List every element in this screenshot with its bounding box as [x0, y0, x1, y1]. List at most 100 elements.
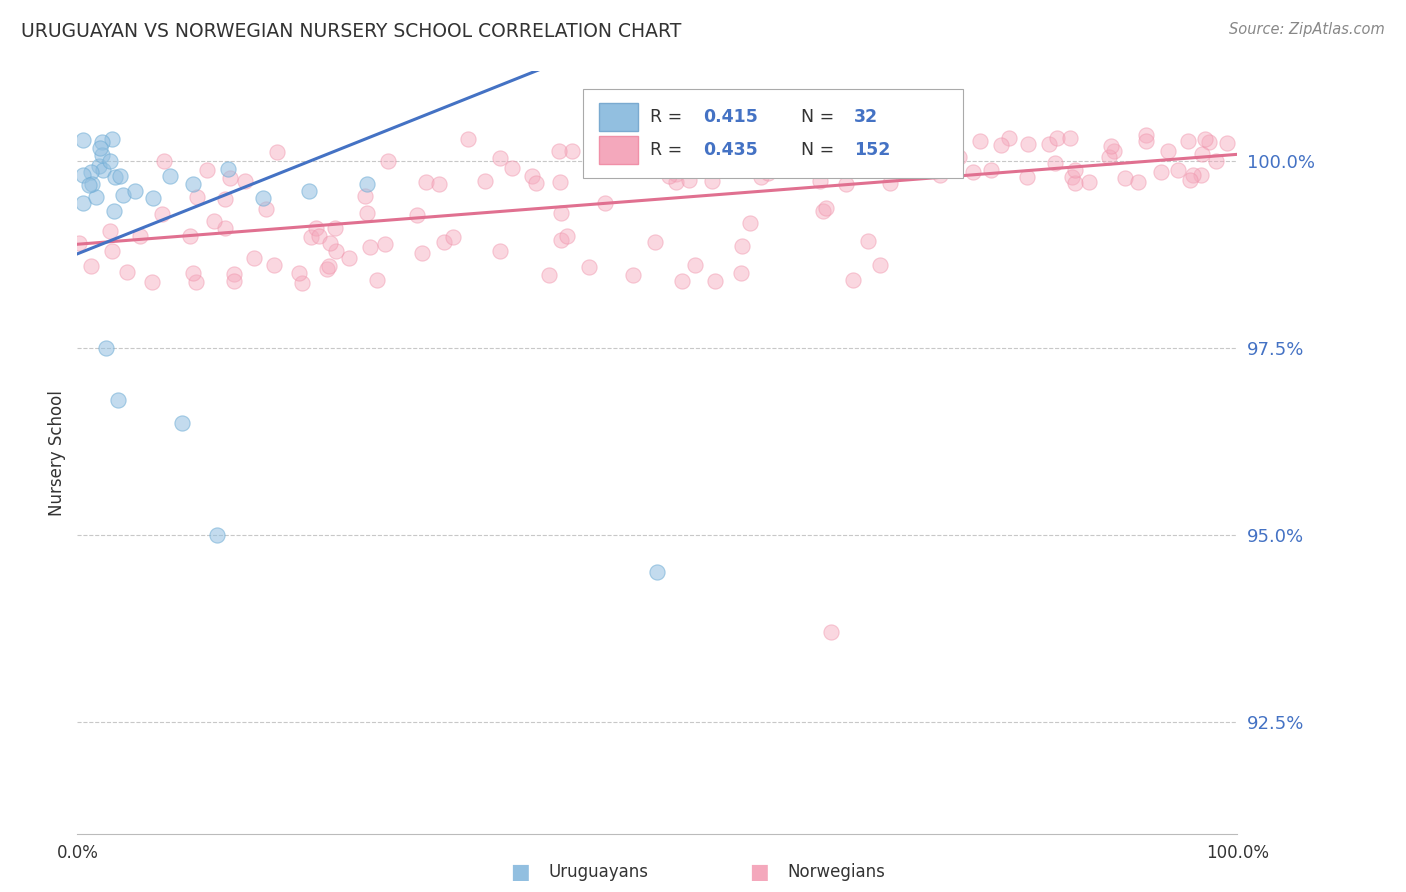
Point [100, 132, 122, 146]
Point [749, 170, 772, 185]
Point [793, 149, 815, 163]
Point [103, 204, 125, 219]
Point [141, 275, 163, 289]
Point [305, 221, 328, 235]
Point [548, 175, 571, 189]
Text: 152: 152 [855, 141, 890, 159]
Point [82, 177, 104, 191]
Point [298, 184, 321, 198]
Point [685, 258, 707, 272]
Point [474, 174, 496, 188]
Point [1099, 139, 1122, 153]
Point [778, 143, 800, 157]
Text: Uruguayans: Uruguayans [548, 863, 648, 881]
Point [186, 190, 208, 204]
Point [1126, 175, 1149, 189]
Point [1181, 169, 1204, 183]
Point [808, 174, 831, 188]
Point [128, 228, 150, 243]
Point [222, 267, 245, 281]
Point [929, 168, 952, 182]
Point [520, 169, 543, 183]
Point [714, 147, 737, 161]
Point [1198, 136, 1220, 150]
Point [838, 138, 860, 153]
Text: URUGUAYAN VS NORWEGIAN NURSERY SCHOOL CORRELATION CHART: URUGUAYAN VS NORWEGIAN NURSERY SCHOOL CO… [21, 22, 682, 41]
Point [789, 148, 811, 162]
Point [150, 207, 173, 221]
Point [879, 176, 901, 190]
Text: R =: R = [650, 141, 688, 159]
Point [1064, 176, 1087, 190]
Point [1177, 134, 1199, 148]
Point [319, 236, 342, 251]
Point [107, 393, 129, 408]
Point [214, 221, 236, 235]
Text: ■: ■ [749, 863, 769, 882]
Point [104, 169, 127, 184]
Point [962, 165, 984, 179]
Point [526, 176, 548, 190]
Point [1191, 147, 1213, 161]
Point [842, 273, 865, 287]
Point [98, 224, 121, 238]
Point [1059, 131, 1081, 145]
Point [427, 178, 450, 192]
Point [658, 169, 681, 184]
Point [869, 259, 891, 273]
Point [1015, 170, 1038, 185]
Point [184, 275, 207, 289]
Point [432, 235, 454, 249]
Point [441, 230, 464, 244]
Point [233, 174, 256, 188]
FancyBboxPatch shape [599, 103, 638, 130]
Text: 32: 32 [855, 108, 879, 126]
Point [1077, 175, 1099, 189]
Point [93, 163, 115, 178]
Point [731, 239, 754, 253]
Point [354, 189, 377, 203]
Point [834, 177, 856, 191]
Point [1194, 132, 1216, 146]
Point [243, 252, 266, 266]
Point [839, 129, 862, 144]
Point [644, 235, 666, 249]
Point [100, 244, 122, 258]
Point [181, 266, 204, 280]
Point [548, 144, 571, 158]
Point [599, 155, 621, 169]
Point [87, 159, 110, 173]
Point [318, 259, 340, 273]
Point [623, 268, 645, 282]
Point [550, 233, 572, 247]
Point [170, 416, 193, 430]
Point [457, 132, 479, 146]
Point [323, 221, 346, 235]
Point [197, 162, 219, 177]
Point [117, 265, 139, 279]
Point [948, 150, 970, 164]
Point [738, 216, 761, 230]
Point [550, 206, 572, 220]
Point [299, 230, 322, 244]
Point [605, 142, 627, 156]
Point [1205, 154, 1227, 169]
Point [159, 169, 181, 183]
Point [366, 273, 388, 287]
Point [359, 240, 381, 254]
Point [665, 154, 688, 169]
Point [80, 259, 103, 273]
Point [89, 141, 111, 155]
Point [111, 188, 134, 202]
Text: 0.435: 0.435 [703, 141, 758, 159]
Point [72, 168, 94, 182]
Point [1043, 155, 1066, 169]
Point [797, 137, 820, 152]
Point [287, 266, 309, 280]
Point [86, 190, 108, 204]
Point [90, 147, 112, 161]
Point [266, 145, 288, 159]
Point [896, 155, 918, 169]
Text: N =: N = [801, 108, 841, 126]
Point [411, 246, 433, 260]
